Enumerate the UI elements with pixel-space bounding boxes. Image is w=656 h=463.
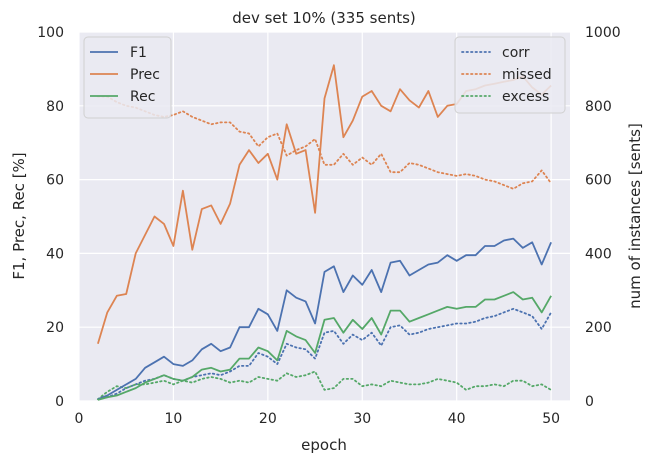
- y-left-tick-label: 20: [46, 320, 64, 336]
- x-tick-label: 30: [353, 411, 371, 427]
- x-tick-label: 20: [259, 411, 277, 427]
- legend-label-prec: Prec: [130, 67, 160, 83]
- chart-title: dev set 10% (335 sents): [232, 9, 416, 27]
- legend-label-excess: excess: [502, 89, 549, 105]
- series-rec-line: [97, 291, 552, 401]
- y-left-tick-label: 40: [46, 246, 64, 262]
- y-left-axis-title: F1, Prec, Rec [%]: [10, 152, 28, 279]
- x-axis-title: epoch: [301, 436, 347, 454]
- y-left-tick-label: 100: [37, 25, 64, 41]
- x-tick-label: 10: [165, 411, 183, 427]
- legend-label-missed: missed: [502, 67, 552, 83]
- legend-right: corr missed excess: [454, 36, 566, 114]
- y-left-tick-label: 80: [46, 99, 64, 115]
- y-right-tick-label: 400: [585, 246, 612, 262]
- y-right-tick-label: 800: [585, 99, 612, 115]
- y-right-tick-labels: 0 200 400 600 800 1000: [585, 25, 621, 410]
- y-right-tick-label: 0: [585, 394, 594, 410]
- legend-label-corr: corr: [502, 45, 530, 61]
- x-tick-label: 0: [75, 411, 84, 427]
- y-right-tick-label: 600: [585, 173, 612, 189]
- y-left-tick-label: 60: [46, 173, 64, 189]
- legend-right-box: [454, 36, 566, 114]
- x-tick-label: 50: [542, 411, 560, 427]
- series-group: [97, 64, 552, 401]
- series-excess-line: [97, 370, 552, 401]
- legend-label-rec: Rec: [130, 89, 155, 105]
- y-right-axis-title: num of instances [sents]: [626, 123, 644, 309]
- x-tick-labels: 0 10 20 30 40 50: [75, 411, 560, 427]
- y-left-tick-labels: 0 20 40 60 80 100: [37, 25, 64, 410]
- legend-label-f1: F1: [130, 45, 147, 61]
- y-right-tick-label: 1000: [585, 25, 621, 41]
- legend-left: F1 Prec Rec: [83, 36, 172, 119]
- x-tick-label: 40: [448, 411, 466, 427]
- y-left-tick-label: 0: [55, 394, 64, 410]
- y-right-tick-label: 200: [585, 320, 612, 336]
- legend-left-box: [83, 36, 172, 119]
- series-f1-line: [97, 237, 552, 401]
